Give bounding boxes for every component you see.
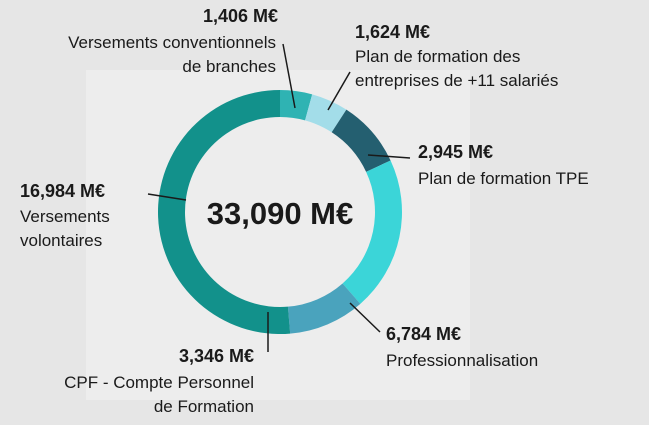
value-label: 1,406 M€ <box>203 6 278 26</box>
category-label: Versements conventionnels de branches <box>68 33 276 76</box>
total-label: 33,090 M€ <box>207 196 354 231</box>
donut-segment <box>157 90 291 334</box>
leader-line <box>367 154 411 159</box>
leader-line <box>282 43 296 109</box>
panel <box>86 70 470 400</box>
donut-segment <box>287 283 361 334</box>
category-label: CPF - Compte Personnel de Formation <box>64 373 254 416</box>
value-label: 1,624 M€ <box>355 22 430 42</box>
category-label: Versements volontaires <box>20 207 110 250</box>
donut-segment <box>342 160 402 304</box>
leader-line <box>147 193 187 201</box>
category-label: Plan de formation des entreprises de +11 … <box>355 47 558 90</box>
value-label: 3,346 M€ <box>179 346 254 366</box>
donut-segment <box>280 90 313 121</box>
category-label: Professionnalisation <box>386 351 538 370</box>
value-label: 2,945 M€ <box>418 142 493 162</box>
value-label: 6,784 M€ <box>386 324 461 344</box>
leader-line <box>349 302 381 333</box>
value-label: 16,984 M€ <box>20 181 105 201</box>
donut-segment <box>305 94 347 133</box>
leader-line <box>327 71 351 111</box>
category-label: Plan de formation TPE <box>418 169 589 188</box>
